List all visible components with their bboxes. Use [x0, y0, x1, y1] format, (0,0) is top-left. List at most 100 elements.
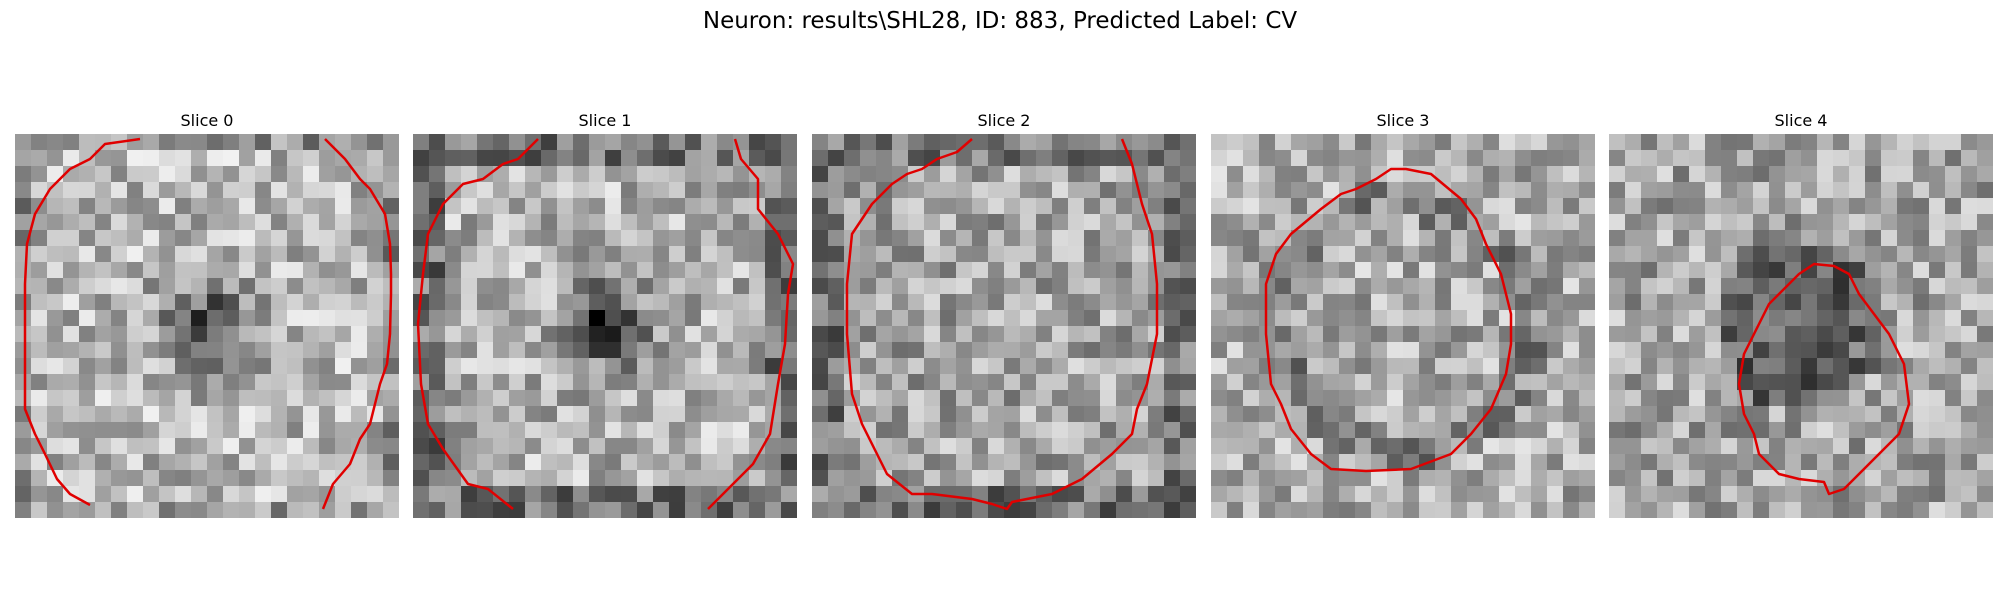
pixel-cell	[1403, 198, 1419, 214]
pixel-cell	[143, 182, 159, 198]
pixel-cell	[1323, 374, 1339, 390]
pixel-cell	[239, 374, 255, 390]
pixel-cell	[1148, 438, 1164, 454]
pixel-cell	[1004, 326, 1020, 342]
pixel-cell	[461, 454, 477, 470]
pixel-cell	[1403, 406, 1419, 422]
pixel-cell	[876, 182, 892, 198]
pixel-cell	[1291, 326, 1307, 342]
pixel-cell	[717, 150, 733, 166]
pixel-cell	[1737, 294, 1753, 310]
pixel-cell	[1371, 294, 1387, 310]
pixel-cell	[589, 374, 605, 390]
pixel-cell	[765, 326, 781, 342]
pixel-cell	[1084, 150, 1100, 166]
pixel-cell	[1897, 198, 1913, 214]
pixel-cell	[1801, 454, 1817, 470]
pixel-cell	[1961, 198, 1977, 214]
pixel-cell	[1323, 438, 1339, 454]
pixel-cell	[1833, 230, 1849, 246]
pixel-cell	[701, 230, 717, 246]
pixel-cell	[1977, 262, 1993, 278]
pixel-cell	[749, 502, 765, 518]
pixel-cell	[1515, 278, 1531, 294]
pixel-cell	[1291, 182, 1307, 198]
pixel-cell	[1641, 326, 1657, 342]
pixel-cell	[271, 182, 287, 198]
pixel-cell	[15, 502, 31, 518]
pixel-cell	[477, 454, 493, 470]
pixel-cell	[573, 454, 589, 470]
slice-title: Slice 3	[1376, 111, 1430, 130]
pixel-cell	[1148, 374, 1164, 390]
pixel-cell	[271, 166, 287, 182]
pixel-cell	[367, 182, 383, 198]
pixel-cell	[175, 406, 191, 422]
pixel-cell	[1259, 422, 1275, 438]
pixel-cell	[1817, 214, 1833, 230]
pixel-cell	[1929, 134, 1945, 150]
pixel-cell	[669, 438, 685, 454]
pixel-cell	[1579, 150, 1595, 166]
pixel-cell	[525, 214, 541, 230]
pixel-cell	[271, 342, 287, 358]
pixel-cell	[557, 486, 573, 502]
pixel-cell	[844, 406, 860, 422]
pixel-cell	[1323, 470, 1339, 486]
pixel-cell	[1068, 422, 1084, 438]
pixel-cell	[1180, 182, 1196, 198]
pixel-cell	[717, 390, 733, 406]
contour-line	[1264, 167, 1513, 473]
pixel-cell	[1100, 390, 1116, 406]
pixel-cell	[749, 134, 765, 150]
pixel-cell	[940, 310, 956, 326]
pixel-cell	[541, 326, 557, 342]
pixel-cell	[1227, 214, 1243, 230]
pixel-cell	[1609, 502, 1625, 518]
pixel-cell	[573, 438, 589, 454]
pixel-cell	[1673, 438, 1689, 454]
pixel-cell	[1817, 278, 1833, 294]
pixel-cell	[477, 294, 493, 310]
pixel-cell	[207, 166, 223, 182]
pixel-cell	[1435, 390, 1451, 406]
pixel-cell	[191, 326, 207, 342]
pixel-cell	[191, 230, 207, 246]
pixel-cell	[988, 470, 1004, 486]
pixel-cell	[1785, 390, 1801, 406]
pixel-cell	[15, 294, 31, 310]
pixel-cell	[127, 230, 143, 246]
pixel-cell	[383, 230, 399, 246]
pixel-cell	[1913, 438, 1929, 454]
pixel-cell	[15, 438, 31, 454]
pixel-cell	[429, 150, 445, 166]
pixel-cell	[111, 310, 127, 326]
pixel-cell	[15, 374, 31, 390]
pixel-cell	[351, 134, 367, 150]
pixel-cell	[621, 182, 637, 198]
pixel-cell	[477, 406, 493, 422]
pixel-cell	[255, 230, 271, 246]
pixel-cell	[1355, 166, 1371, 182]
pixel-cell	[1339, 310, 1355, 326]
pixel-cell	[1515, 166, 1531, 182]
pixel-cell	[1084, 182, 1100, 198]
pixel-cell	[1849, 134, 1865, 150]
pixel-cell	[1625, 262, 1641, 278]
pixel-cell	[63, 502, 79, 518]
pixel-cell	[1164, 150, 1180, 166]
pixel-cell	[95, 326, 111, 342]
pixel-cell	[47, 326, 63, 342]
pixel-cell	[1004, 262, 1020, 278]
pixel-cell	[1515, 262, 1531, 278]
pixel-cell	[255, 310, 271, 326]
pixel-cell	[541, 294, 557, 310]
pixel-cell	[988, 406, 1004, 422]
pixel-cell	[573, 230, 589, 246]
pixel-cell	[1913, 278, 1929, 294]
pixel-cell	[1961, 150, 1977, 166]
pixel-cell	[589, 166, 605, 182]
pixel-cell	[79, 374, 95, 390]
pixel-cell	[1339, 438, 1355, 454]
pixel-cell	[1817, 358, 1833, 374]
